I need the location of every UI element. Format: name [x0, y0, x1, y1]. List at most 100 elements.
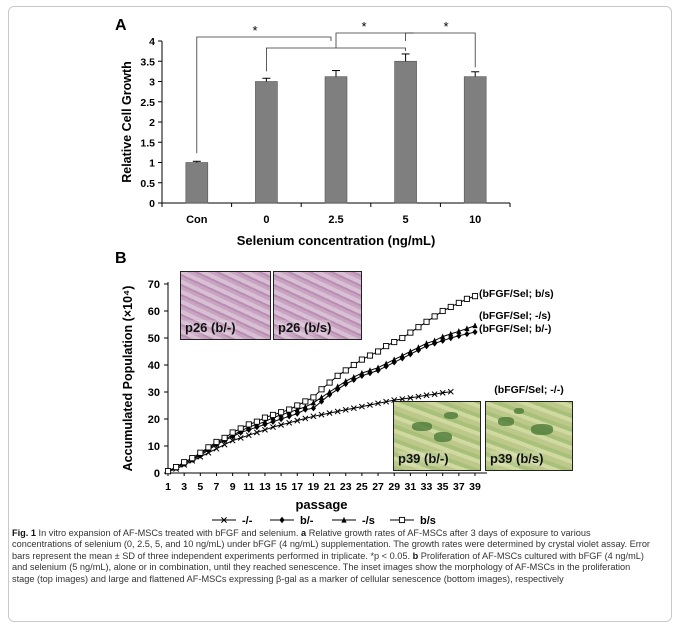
bar: [324, 76, 348, 204]
data-point: [447, 303, 454, 311]
x-tick-label: 23: [340, 481, 352, 493]
y-tick-label: 3: [149, 77, 155, 89]
data-point: [391, 356, 397, 363]
data-point: [472, 322, 478, 329]
data-point: [173, 464, 180, 471]
inset-image: p39 (b/s): [485, 401, 573, 471]
x-tick-label: 15: [275, 481, 287, 493]
caption-a-text: Relative growth rates of AF-MSCs after 3…: [12, 528, 650, 561]
data-point: [342, 406, 349, 413]
y-tick-label: 2.5: [140, 97, 155, 109]
x-tick-label: 3: [181, 481, 187, 493]
data-point: [359, 372, 365, 379]
data-point: [431, 313, 438, 320]
y-tick-label: 1: [149, 158, 155, 170]
inset-label: p26 (b/-): [185, 320, 236, 335]
x-tick-label: 27: [372, 481, 384, 493]
data-point: [164, 468, 172, 475]
data-point: [383, 343, 390, 350]
bar: [463, 76, 487, 204]
x-tick-label: 1: [165, 481, 171, 493]
data-point: [253, 429, 260, 436]
data-point: [278, 421, 285, 428]
x-tick-label: 9: [230, 481, 236, 493]
data-point: [326, 379, 333, 386]
caption-intro: In vitro expansion of AF-MSCs treated wi…: [36, 528, 302, 538]
y-tick-label: 2: [149, 117, 155, 129]
data-point: [286, 419, 293, 426]
data-point: [399, 396, 406, 402]
data-point: [310, 399, 317, 406]
data-point: [415, 393, 422, 400]
x-tick-label: 37: [453, 481, 465, 493]
data-point: [343, 378, 349, 384]
data-point: [463, 295, 470, 302]
legend-marker: [341, 516, 347, 523]
data-point: [391, 339, 398, 346]
x-tick-label: 0: [263, 214, 269, 226]
series-end-label: (bFGF/Sel; b/s): [479, 288, 554, 300]
data-point: [456, 328, 462, 334]
data-point: [334, 372, 341, 379]
panel-label: B: [115, 250, 127, 267]
x-tick-label: 29: [388, 481, 400, 493]
data-point: [399, 334, 406, 342]
data-point: [261, 414, 268, 421]
data-point: [302, 415, 309, 422]
data-point: [229, 429, 236, 436]
data-point: [432, 337, 438, 344]
panel-label: A: [115, 17, 127, 34]
x-axis-label: passage: [295, 497, 347, 512]
legend-label: b/s: [420, 515, 436, 527]
y-tick-label: 40: [148, 360, 160, 372]
data-point: [472, 328, 478, 336]
data-point: [464, 330, 470, 338]
data-point: [431, 391, 438, 398]
data-point: [181, 459, 188, 466]
data-point: [423, 318, 430, 325]
y-tick-label: 20: [148, 414, 160, 426]
bar: [255, 81, 278, 204]
bar: [185, 162, 209, 204]
y-tick-label: 60: [148, 306, 160, 318]
legend-marker: [221, 517, 227, 523]
data-point: [350, 361, 357, 369]
y-tick-label: 10: [148, 441, 160, 453]
data-point: [326, 391, 333, 398]
data-point: [270, 424, 276, 431]
data-point: [326, 388, 333, 395]
data-point: [237, 434, 244, 441]
data-point: [375, 364, 381, 371]
data-point: [318, 386, 325, 393]
inset-label: p39 (b/-): [398, 451, 449, 466]
data-point: [261, 426, 268, 433]
data-point: [351, 373, 357, 380]
legend-marker: [398, 516, 406, 524]
inset-image: p39 (b/-): [393, 401, 481, 471]
x-tick-label: 21: [324, 481, 336, 493]
data-point: [448, 334, 454, 342]
data-point: [423, 392, 430, 399]
data-point: [310, 405, 317, 412]
series-end-label: (bFGF/Sel; b/-): [479, 323, 551, 335]
y-tick-label: 70: [148, 279, 160, 291]
significance-bracket: [335, 32, 414, 48]
data-point: [432, 340, 438, 347]
x-tick-label: 35: [437, 481, 449, 493]
data-point: [415, 324, 422, 331]
data-point: [237, 425, 244, 432]
x-tick-label: 33: [421, 481, 433, 493]
data-point: [439, 307, 446, 315]
data-point: [342, 367, 349, 374]
data-point: [447, 388, 454, 395]
series-end-label: (bFGF/Sel; -/s): [479, 310, 551, 322]
data-point: [229, 437, 236, 444]
caption-a-label: a: [301, 528, 307, 538]
x-tick-label: 25: [356, 481, 368, 493]
x-tick-label: 5: [403, 214, 409, 226]
data-point: [245, 432, 252, 439]
data-point: [262, 418, 268, 425]
x-tick-label: 31: [405, 481, 417, 493]
x-tick-label: Con: [186, 214, 208, 226]
significance-marker: *: [252, 23, 257, 38]
